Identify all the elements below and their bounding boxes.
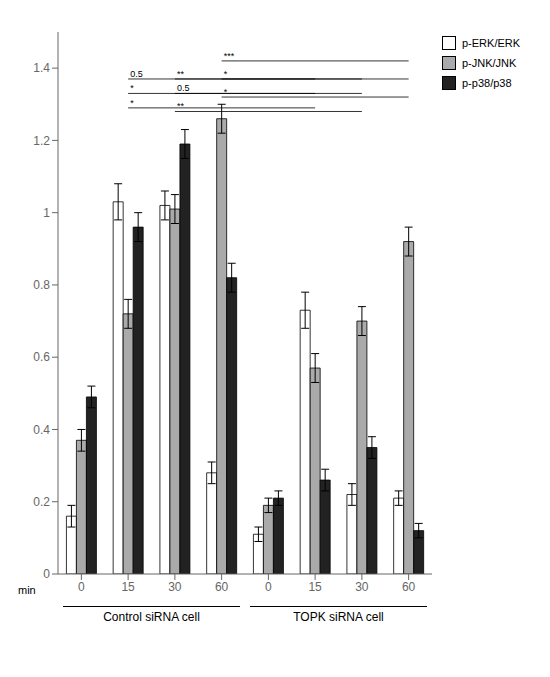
- html-text:p-ERK/ERK: p-ERK/ERK: [462, 37, 521, 49]
- svg-text:15: 15: [308, 580, 322, 594]
- svg-text:0.8: 0.8: [33, 278, 50, 292]
- svg-text:0.2: 0.2: [33, 495, 50, 509]
- svg-text:*: *: [130, 98, 134, 108]
- svg-text:***: ***: [224, 51, 235, 61]
- svg-text:30: 30: [355, 580, 369, 594]
- svg-text:*: *: [224, 69, 228, 79]
- svg-text:**: **: [177, 101, 185, 111]
- svg-text:**: **: [177, 69, 185, 79]
- html-text:p-JNK/JNK: p-JNK/JNK: [462, 57, 517, 69]
- html-text:min: min: [18, 584, 36, 596]
- html-text:p-p38/p38: p-p38/p38: [462, 77, 512, 89]
- svg-text:60: 60: [402, 580, 416, 594]
- svg-text:60: 60: [215, 580, 229, 594]
- svg-text:0: 0: [265, 580, 272, 594]
- svg-text:0.6: 0.6: [33, 350, 50, 364]
- html-text:Control siRNA cell: Control siRNA cell: [103, 610, 200, 624]
- html-text:TOPK siRNA cell: TOPK siRNA cell: [293, 610, 384, 624]
- svg-text:0: 0: [78, 580, 85, 594]
- svg-text:30: 30: [168, 580, 182, 594]
- svg-text:15: 15: [121, 580, 135, 594]
- svg-text:0.4: 0.4: [33, 423, 50, 437]
- svg-text:1.2: 1.2: [33, 134, 50, 148]
- svg-text:0.5: 0.5: [177, 83, 190, 93]
- svg-text:1: 1: [43, 206, 50, 220]
- svg-text:0: 0: [43, 567, 50, 581]
- svg-text:0.5: 0.5: [130, 69, 143, 79]
- svg-text:*: *: [224, 87, 228, 97]
- svg-text:1.4: 1.4: [33, 61, 50, 75]
- svg-text:*: *: [130, 83, 134, 93]
